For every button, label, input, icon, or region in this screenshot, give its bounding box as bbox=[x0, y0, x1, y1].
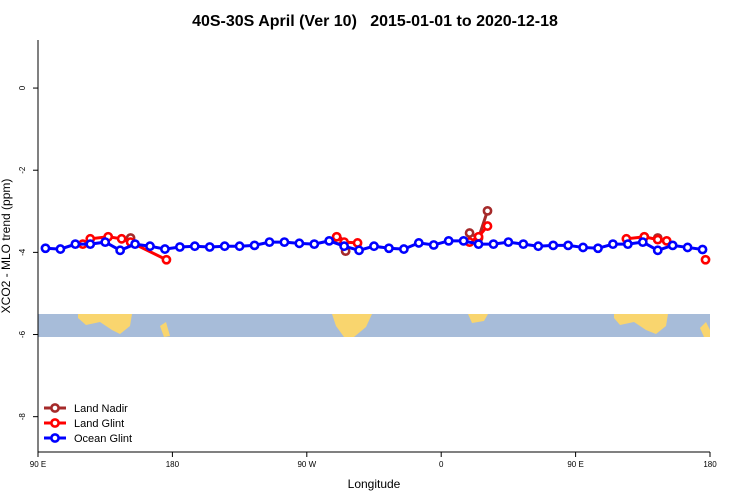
point bbox=[161, 254, 172, 265]
point bbox=[219, 241, 230, 252]
point bbox=[339, 241, 350, 252]
point bbox=[145, 241, 155, 252]
point bbox=[398, 244, 409, 254]
point bbox=[700, 254, 711, 265]
point bbox=[100, 237, 111, 247]
point bbox=[189, 241, 200, 252]
point bbox=[331, 231, 342, 242]
point bbox=[249, 240, 260, 251]
land bbox=[700, 322, 710, 337]
point bbox=[309, 239, 320, 250]
point bbox=[294, 238, 305, 249]
point bbox=[667, 240, 678, 251]
point bbox=[458, 235, 469, 246]
point bbox=[464, 228, 475, 238]
point bbox=[428, 240, 439, 250]
point bbox=[264, 237, 275, 247]
y-tick-label: 0 bbox=[18, 85, 27, 90]
point bbox=[160, 244, 170, 254]
x-tick-label: 90 E bbox=[567, 460, 583, 469]
point bbox=[608, 239, 618, 250]
point bbox=[482, 205, 493, 216]
point bbox=[116, 233, 127, 244]
point bbox=[234, 241, 245, 252]
y-tick-label: -6 bbox=[18, 330, 27, 338]
point bbox=[115, 245, 126, 256]
legend-label: Ocean Glint bbox=[74, 433, 132, 445]
point bbox=[204, 242, 215, 252]
point bbox=[352, 238, 363, 248]
point bbox=[413, 238, 424, 248]
x-axis-label: Longitude bbox=[348, 477, 401, 491]
point bbox=[354, 245, 364, 256]
legend-marker bbox=[50, 433, 60, 443]
land bbox=[332, 314, 372, 337]
point bbox=[661, 235, 672, 246]
point bbox=[369, 241, 379, 252]
legend-label: Land Glint bbox=[74, 418, 124, 430]
y-tick-label: -4 bbox=[18, 248, 27, 256]
point bbox=[637, 237, 648, 247]
point bbox=[652, 245, 663, 256]
map-strip bbox=[38, 314, 710, 337]
point bbox=[55, 244, 66, 254]
point bbox=[503, 237, 514, 247]
point bbox=[533, 241, 544, 252]
point bbox=[473, 239, 484, 250]
legend-label: Land Nadir bbox=[74, 403, 128, 415]
legend-marker bbox=[50, 418, 60, 428]
point bbox=[482, 221, 493, 231]
x-tick-label: 180 bbox=[166, 460, 180, 469]
point bbox=[548, 240, 559, 251]
point bbox=[85, 239, 96, 250]
y-tick-label: -2 bbox=[18, 166, 27, 174]
land bbox=[614, 314, 668, 334]
x-tick-label: 90 W bbox=[297, 460, 316, 469]
point bbox=[518, 239, 529, 250]
point bbox=[652, 234, 663, 245]
y-tick-label: -8 bbox=[18, 413, 27, 421]
point bbox=[384, 243, 394, 254]
point bbox=[622, 239, 633, 250]
y-axis-label: XCO2 - MLO trend (ppm) bbox=[0, 179, 13, 314]
land bbox=[78, 314, 132, 334]
chart-title: 40S-30S April (Ver 10) 2015-01-01 to 202… bbox=[192, 13, 558, 30]
point bbox=[130, 239, 140, 250]
series bbox=[40, 235, 708, 256]
x-tick-label: 90 E bbox=[30, 460, 46, 469]
ocean-band bbox=[38, 314, 710, 337]
point bbox=[40, 243, 51, 254]
point bbox=[563, 240, 574, 251]
land bbox=[160, 322, 170, 337]
point bbox=[593, 243, 603, 254]
point bbox=[443, 235, 454, 246]
point bbox=[70, 239, 81, 250]
x-tick-label: 180 bbox=[703, 460, 717, 469]
x-tick-label: 0 bbox=[439, 460, 444, 469]
land bbox=[468, 314, 488, 323]
point bbox=[279, 237, 290, 247]
point bbox=[578, 242, 588, 253]
point bbox=[682, 242, 693, 253]
point bbox=[697, 244, 708, 255]
legend-marker bbox=[50, 403, 60, 413]
point bbox=[174, 242, 185, 252]
point bbox=[488, 239, 499, 250]
point bbox=[324, 235, 335, 246]
